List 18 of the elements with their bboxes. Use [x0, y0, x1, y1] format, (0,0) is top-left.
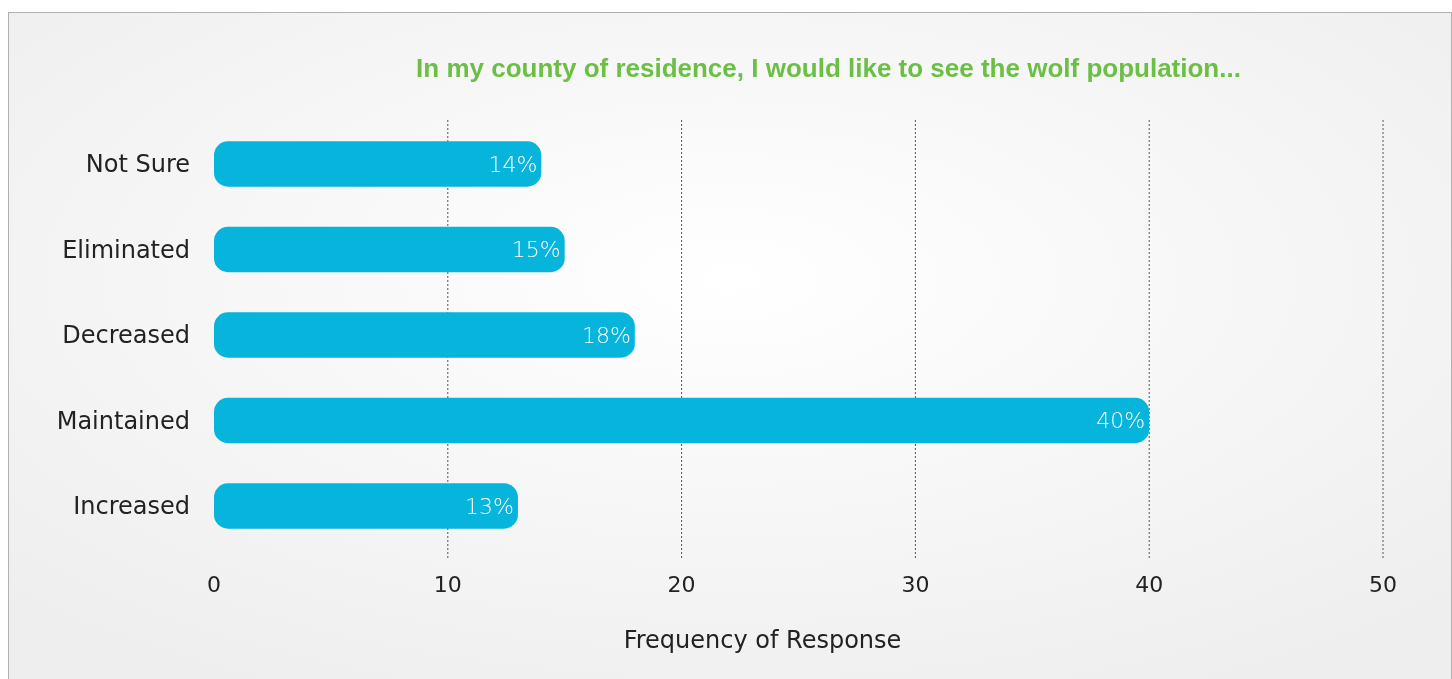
y-tick-label: Increased	[73, 492, 190, 521]
x-tick-label: 50	[1369, 571, 1397, 597]
data-label: 15%	[511, 237, 561, 263]
x-tick-label: 10	[433, 571, 462, 597]
data-label: 40%	[1096, 408, 1146, 434]
y-tick-label: Eliminated	[62, 235, 190, 264]
x-tick-label: 20	[667, 571, 696, 597]
x-tick-label: 40	[1135, 571, 1164, 597]
data-label: 14%	[488, 151, 538, 177]
data-label: 13%	[465, 493, 514, 519]
y-tick-label: Not Sure	[85, 150, 190, 179]
chart-title: In my county of residence, I would like to see the wolf population...	[416, 53, 1241, 84]
x-axis-title: Frequency of Response	[623, 626, 902, 655]
y-tick-label: Decreased	[62, 321, 190, 350]
data-label: 18%	[581, 322, 631, 348]
x-tick-label: 0	[207, 571, 221, 597]
x-tick-label: 30	[901, 571, 930, 597]
y-tick-label: Maintained	[56, 406, 190, 435]
